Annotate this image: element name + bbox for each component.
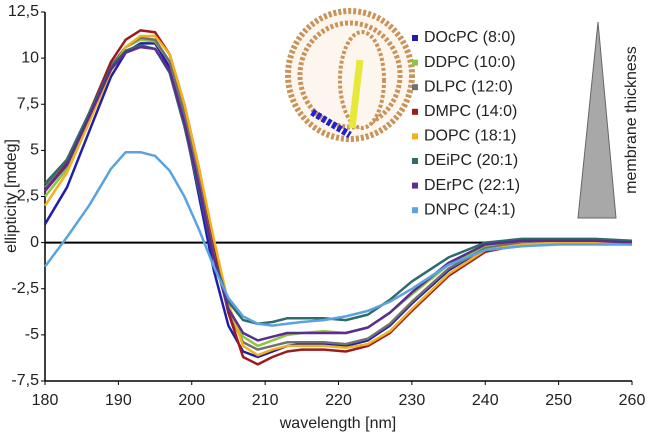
liposome-illustration	[285, 8, 415, 142]
thickness-wedge	[577, 21, 617, 219]
x-tick-label: 220	[325, 392, 352, 409]
y-tick-label: -5	[25, 326, 39, 343]
series-line	[44, 29, 633, 366]
legend-swatch	[412, 84, 418, 91]
y-tick-label: 5	[30, 142, 39, 159]
legend-label: DNPC (24:1)	[424, 201, 516, 218]
x-tick-label: 210	[252, 392, 279, 409]
legend-label: DOPC (18:1)	[424, 128, 516, 145]
y-tick-label: -2,5	[11, 280, 39, 297]
series-line	[43, 150, 632, 327]
legend-label: DEiPC (20:1)	[424, 152, 518, 169]
x-tick-label: 230	[399, 392, 426, 409]
legend-swatch	[412, 207, 418, 214]
legend-swatch	[412, 133, 418, 140]
y-tick-label: -7,5	[11, 372, 39, 389]
x-tick-label: 260	[619, 392, 646, 409]
annotation: membrane thickness	[623, 46, 640, 194]
y-tick-label: 7,5	[17, 95, 39, 112]
legend-swatch	[412, 158, 418, 164]
x-tick-label: 250	[545, 392, 572, 409]
legend-label: DMPC (14:0)	[424, 103, 517, 120]
y-tick-label: 12,5	[8, 3, 39, 20]
legend-label: DErPC (22:1)	[424, 177, 520, 194]
y-tick-label: 2,5	[17, 188, 39, 205]
legend-label: DLPC (12:0)	[424, 78, 513, 95]
legend-swatch	[412, 35, 418, 41]
legend-swatch	[412, 182, 418, 189]
legend-swatch	[412, 108, 418, 115]
series-line	[43, 34, 632, 357]
y-tick-label: 0	[30, 234, 39, 251]
series-line	[44, 43, 633, 326]
y-tick-label: 10	[21, 49, 39, 66]
y-axis-label: ellipticity [mdeg]	[3, 139, 20, 253]
x-tick-label: 200	[178, 392, 205, 409]
legend-label: DDPC (10:0)	[424, 54, 516, 71]
legend-label: DOcPC (8:0)	[424, 29, 516, 46]
x-axis-label: wavelength [nm]	[279, 415, 397, 432]
x-tick-label: 240	[472, 392, 499, 409]
series-line	[44, 45, 633, 342]
x-tick-label: 180	[32, 392, 59, 409]
legend-swatch	[412, 59, 418, 66]
x-tick-label: 190	[105, 392, 132, 409]
